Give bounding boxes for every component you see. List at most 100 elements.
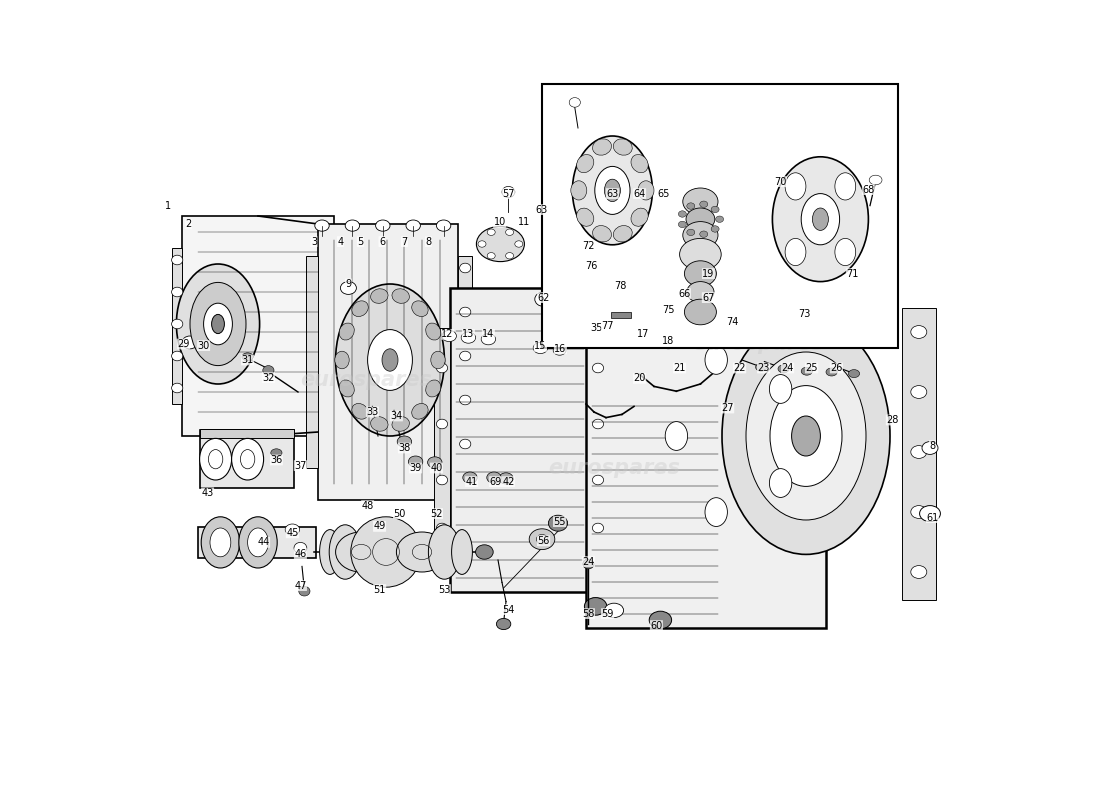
Text: 76: 76: [585, 261, 597, 270]
Ellipse shape: [487, 472, 502, 483]
Ellipse shape: [172, 319, 183, 329]
Ellipse shape: [686, 203, 695, 210]
Ellipse shape: [334, 351, 349, 369]
Ellipse shape: [826, 368, 837, 376]
Ellipse shape: [232, 438, 264, 480]
Bar: [198, 527, 317, 558]
Ellipse shape: [593, 475, 604, 485]
Ellipse shape: [496, 618, 510, 630]
Text: 19: 19: [702, 269, 715, 278]
Ellipse shape: [515, 241, 522, 247]
Ellipse shape: [920, 506, 940, 522]
Ellipse shape: [336, 532, 387, 572]
Text: 31: 31: [242, 355, 254, 365]
Text: 40: 40: [430, 463, 442, 473]
Ellipse shape: [679, 211, 686, 218]
Ellipse shape: [461, 332, 475, 343]
Ellipse shape: [672, 278, 688, 290]
Ellipse shape: [683, 188, 718, 215]
Ellipse shape: [700, 231, 707, 238]
Ellipse shape: [604, 603, 624, 618]
Ellipse shape: [769, 374, 792, 403]
Ellipse shape: [375, 220, 390, 231]
Ellipse shape: [661, 338, 675, 349]
Text: 57: 57: [502, 189, 515, 198]
Ellipse shape: [534, 342, 548, 354]
Text: 38: 38: [398, 443, 410, 453]
Text: 61: 61: [926, 513, 938, 522]
Ellipse shape: [666, 422, 688, 450]
Ellipse shape: [785, 238, 806, 266]
Ellipse shape: [922, 442, 938, 454]
Text: 20: 20: [634, 374, 646, 383]
Bar: [334, 248, 344, 404]
Text: 62: 62: [538, 293, 550, 302]
Text: 8: 8: [930, 441, 935, 450]
Bar: [172, 248, 182, 404]
Ellipse shape: [498, 473, 514, 484]
Ellipse shape: [549, 515, 568, 531]
Bar: [458, 256, 472, 468]
Text: 51: 51: [373, 585, 386, 594]
Ellipse shape: [340, 282, 356, 294]
Ellipse shape: [339, 380, 354, 397]
Ellipse shape: [686, 282, 714, 302]
Text: 60: 60: [650, 621, 662, 630]
Text: 44: 44: [257, 538, 270, 547]
Ellipse shape: [460, 395, 471, 405]
Ellipse shape: [460, 263, 471, 273]
Text: 63: 63: [536, 205, 548, 214]
Ellipse shape: [411, 301, 428, 317]
Ellipse shape: [392, 289, 409, 303]
Text: 56: 56: [538, 536, 550, 546]
Ellipse shape: [569, 98, 581, 107]
Bar: [318, 224, 458, 500]
Ellipse shape: [506, 229, 514, 235]
Text: 12: 12: [441, 330, 454, 339]
Bar: [434, 328, 450, 552]
Ellipse shape: [792, 416, 821, 456]
Ellipse shape: [437, 523, 448, 533]
Ellipse shape: [263, 366, 274, 375]
Ellipse shape: [506, 253, 514, 259]
Text: 65: 65: [658, 189, 670, 198]
Ellipse shape: [722, 318, 890, 554]
Ellipse shape: [614, 226, 632, 242]
Ellipse shape: [475, 545, 493, 559]
Ellipse shape: [593, 363, 604, 373]
Ellipse shape: [593, 523, 604, 533]
Ellipse shape: [869, 175, 882, 185]
Text: 49: 49: [374, 522, 386, 531]
Ellipse shape: [411, 403, 428, 419]
Ellipse shape: [315, 220, 329, 231]
Ellipse shape: [299, 586, 310, 596]
Ellipse shape: [684, 261, 716, 286]
Ellipse shape: [460, 351, 471, 361]
Text: 55: 55: [553, 517, 565, 526]
Ellipse shape: [911, 326, 927, 338]
Ellipse shape: [576, 154, 594, 173]
Ellipse shape: [593, 226, 612, 242]
Text: 41: 41: [465, 477, 477, 486]
Ellipse shape: [911, 446, 927, 458]
Ellipse shape: [684, 299, 716, 325]
Text: 75: 75: [662, 305, 674, 314]
Text: 23: 23: [758, 363, 770, 373]
Text: 4: 4: [338, 237, 343, 246]
Text: 35: 35: [591, 323, 603, 333]
Ellipse shape: [595, 166, 630, 214]
Text: 3: 3: [311, 237, 317, 246]
Ellipse shape: [442, 330, 456, 342]
Ellipse shape: [437, 475, 448, 485]
Ellipse shape: [239, 517, 277, 568]
Ellipse shape: [339, 323, 354, 340]
Ellipse shape: [813, 208, 828, 230]
Ellipse shape: [835, 173, 856, 200]
Ellipse shape: [397, 436, 411, 447]
Text: 30: 30: [198, 341, 210, 350]
Ellipse shape: [172, 351, 183, 361]
Text: 72: 72: [582, 242, 595, 251]
Ellipse shape: [320, 530, 340, 574]
Ellipse shape: [437, 419, 448, 429]
Ellipse shape: [572, 136, 652, 245]
